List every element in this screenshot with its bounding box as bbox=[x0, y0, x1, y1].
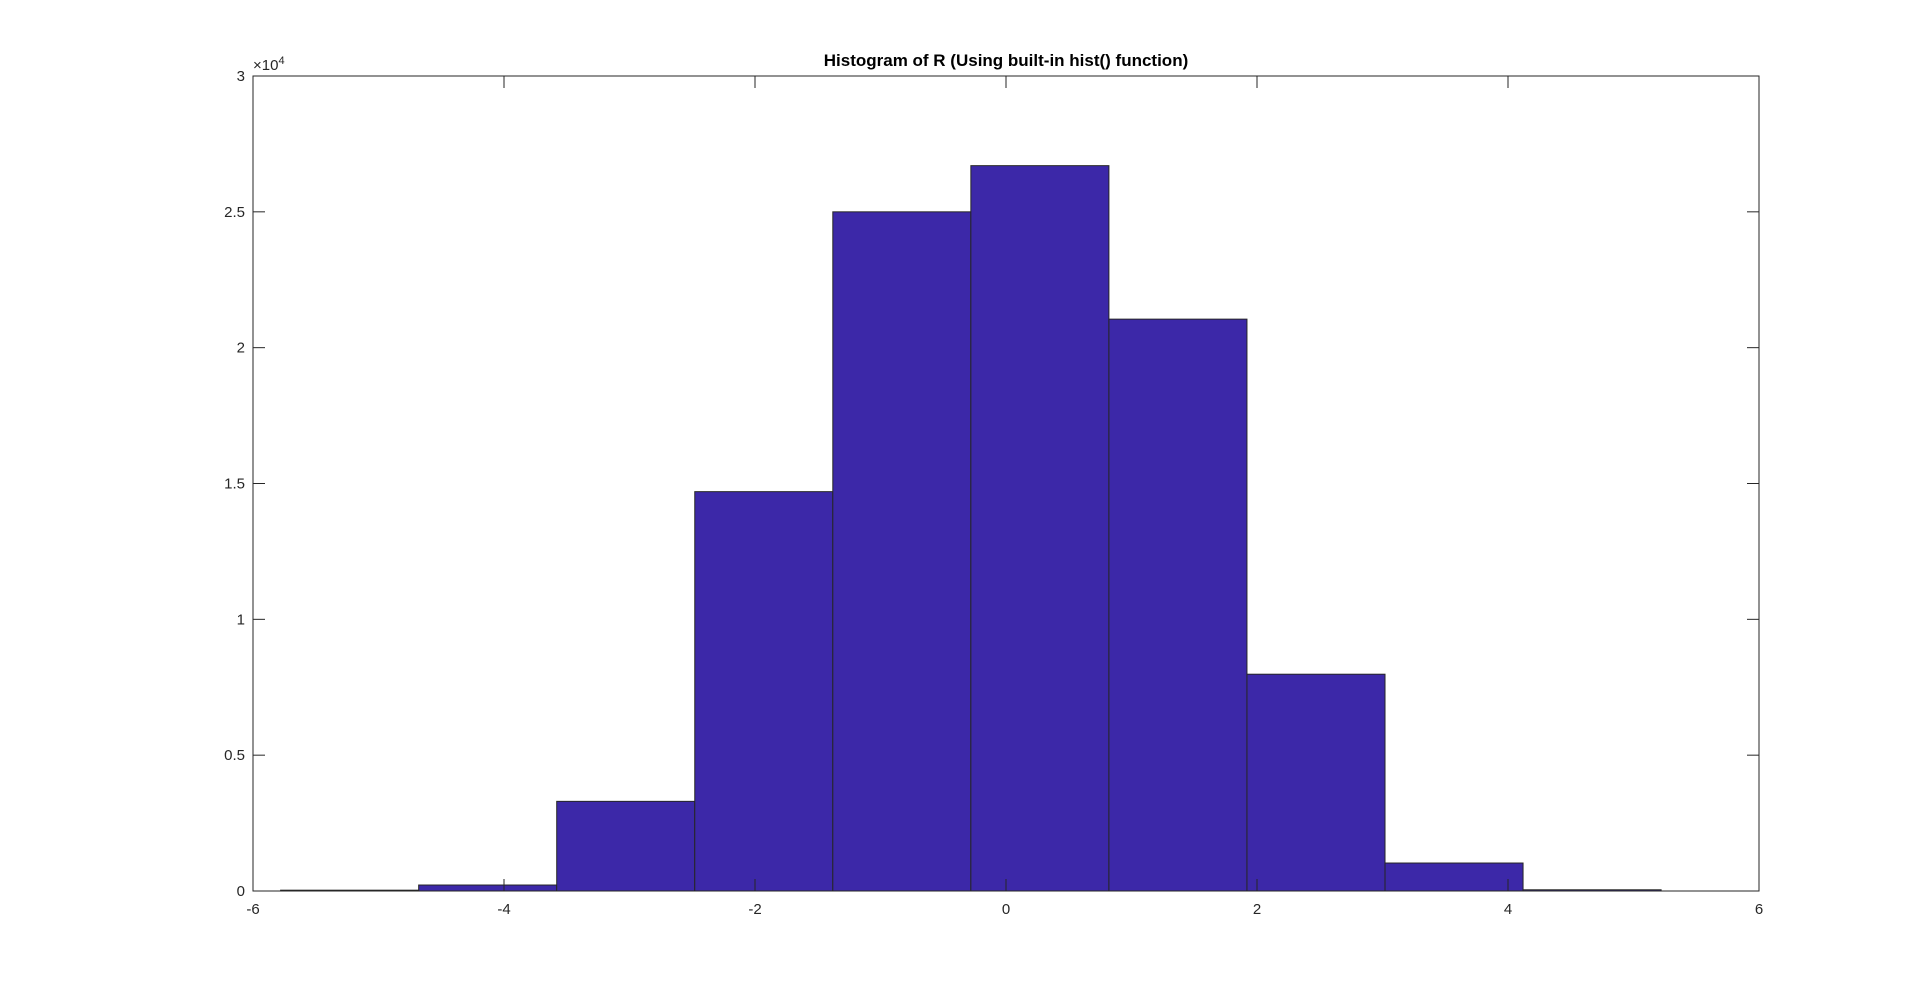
y-tick-label: 3 bbox=[237, 68, 245, 85]
x-tick-label: -4 bbox=[497, 901, 510, 918]
x-tick-label: 6 bbox=[1755, 901, 1763, 918]
y-tick-label: 0 bbox=[237, 883, 245, 900]
y-exponent-power: 4 bbox=[278, 55, 284, 67]
x-tick-labels: -6 -4 -2 0 2 4 6 bbox=[246, 901, 1763, 918]
y-tick-label: 0.5 bbox=[224, 747, 245, 764]
histogram-bar bbox=[1108, 318, 1248, 892]
x-tick-label: 4 bbox=[1504, 901, 1512, 918]
chart-title: Histogram of R (Using built-in hist() fu… bbox=[824, 51, 1189, 70]
x-tick-label: 2 bbox=[1253, 901, 1261, 918]
bars-group bbox=[280, 165, 1662, 892]
histogram-bar bbox=[694, 491, 834, 892]
histogram-bar bbox=[1384, 862, 1524, 892]
histogram-bar bbox=[1246, 673, 1386, 892]
y-tick-labels: 0 0.5 1 1.5 2 2.5 3 bbox=[224, 68, 245, 900]
histogram-bar bbox=[418, 884, 558, 892]
y-exponent-base: ×10 bbox=[253, 57, 278, 74]
histogram-bar bbox=[556, 800, 696, 892]
y-tick-label: 2 bbox=[237, 340, 245, 357]
x-tick-label: 0 bbox=[1002, 901, 1010, 918]
histogram-bar bbox=[970, 165, 1110, 892]
x-tick-label: -6 bbox=[246, 901, 259, 918]
ticks-group bbox=[252, 75, 1760, 892]
x-tick-label: -2 bbox=[748, 901, 761, 918]
histogram-bar bbox=[832, 211, 972, 892]
y-exponent-label: ×104 bbox=[253, 55, 285, 74]
y-tick-label: 1 bbox=[237, 611, 245, 628]
y-tick-label: 2.5 bbox=[224, 204, 245, 221]
y-tick-label: 1.5 bbox=[224, 476, 245, 493]
